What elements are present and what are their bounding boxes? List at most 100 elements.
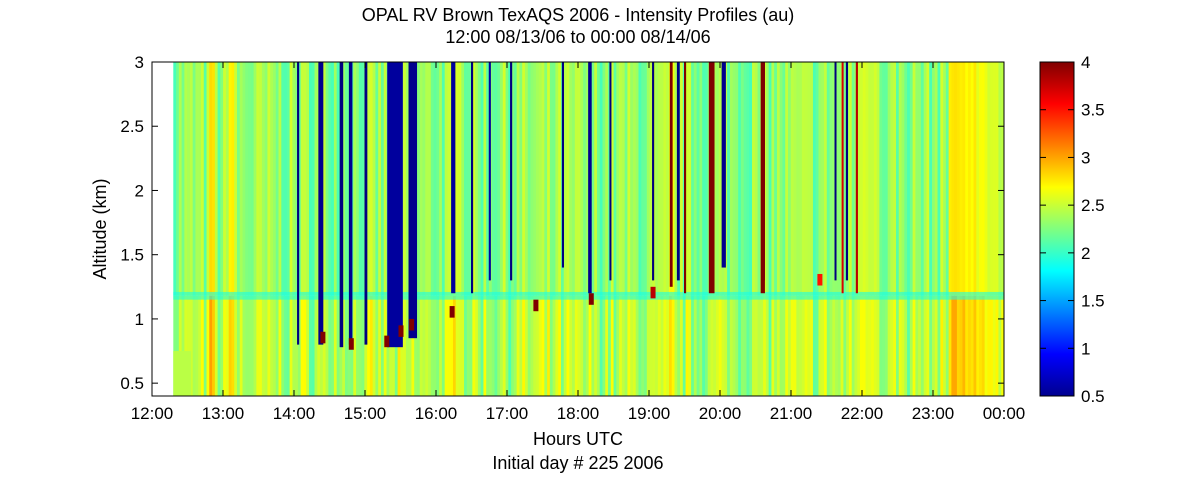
- heatmap-cell: [779, 62, 784, 296]
- heatmap-cell: [760, 295, 764, 396]
- heatmap-cell: [439, 62, 443, 296]
- heatmap-cell: [907, 295, 911, 396]
- heatmap-cell: [306, 295, 310, 396]
- heatmap-cell: [314, 295, 318, 396]
- heatmap-cell: [422, 62, 426, 296]
- heatmap-cell: [225, 62, 230, 296]
- heatmap-cell: [641, 295, 645, 396]
- heatmap-cell: [580, 295, 584, 396]
- heatmap-cell: [807, 295, 811, 396]
- heatmap-cell: [765, 295, 770, 396]
- heatmap-cell: [314, 62, 318, 296]
- heatmap-cell: [411, 295, 415, 396]
- heatmap-cell: [727, 62, 731, 296]
- heatmap-cell: [585, 62, 590, 296]
- heatmap-cell: [904, 62, 908, 296]
- heatmap-cell: [480, 62, 485, 296]
- heatmap-cell: [308, 62, 313, 296]
- heatmap-cell: [353, 62, 357, 296]
- heatmap-cell: [300, 295, 305, 396]
- heatmap-cell: [613, 295, 617, 396]
- colorbar: 0.5 1 1.5 2 2.5 3 3.5 4: [1039, 53, 1105, 406]
- heatmap-cell: [599, 295, 604, 396]
- heatmap-cell: [248, 62, 252, 296]
- heatmap-cell: [851, 295, 856, 396]
- heatmap-cell: [524, 295, 529, 396]
- heatmap-cell: [361, 62, 365, 296]
- heatmap-cell: [173, 62, 177, 296]
- heatmap-cell: [228, 62, 233, 296]
- heatmap-cell: [380, 295, 385, 396]
- heatmap-cell: [344, 62, 349, 296]
- cloud-column: [834, 62, 837, 281]
- heatmap-cell: [574, 295, 579, 396]
- heatmap-cell: [486, 62, 490, 296]
- heatmap-cell: [574, 62, 579, 296]
- heatmap-cell: [297, 62, 302, 296]
- cloud-column: [297, 62, 300, 345]
- colorbar-tick-label: 1.5: [1081, 292, 1105, 311]
- heatmap-cell: [660, 62, 665, 296]
- heatmap-cell: [680, 62, 684, 296]
- heatmap-cell: [513, 295, 518, 396]
- heatmap-cell: [530, 62, 534, 296]
- heatmap-cell: [868, 295, 872, 396]
- heatmap-cell: [356, 295, 360, 396]
- heatmap-cell: [693, 62, 698, 296]
- heatmap-cell: [231, 295, 235, 396]
- chart-title: OPAL RV Brown TexAQS 2006 - Intensity Pr…: [362, 5, 795, 25]
- heatmap-cell: [441, 295, 446, 396]
- cloud-base-spike: [449, 306, 455, 318]
- heatmap-cell: [793, 295, 797, 396]
- heatmap-cell: [884, 62, 889, 296]
- heatmap-cell: [829, 62, 833, 296]
- heatmap-cell: [325, 295, 329, 396]
- heatmap-cell: [810, 62, 814, 296]
- heatmap-cell: [486, 295, 490, 396]
- heatmap-cell: [829, 295, 833, 396]
- heatmap-cell: [206, 295, 210, 396]
- heatmap-cell: [868, 62, 872, 296]
- heatmap-cell: [704, 295, 709, 396]
- heatmap-cell: [583, 62, 587, 296]
- heatmap-cell: [882, 62, 886, 296]
- cloud-column: [609, 62, 612, 281]
- heatmap-cell: [837, 62, 842, 296]
- heatmap-cell: [882, 295, 886, 396]
- heatmap-cell: [890, 295, 894, 396]
- heatmap-cell: [259, 62, 263, 296]
- y-tick-label: 2: [135, 181, 144, 200]
- heatmap-cell: [369, 295, 374, 396]
- heatmap-cell: [826, 295, 831, 396]
- heatmap-cell: [192, 62, 197, 296]
- heatmap-cell: [865, 295, 869, 396]
- strong-return-column: [684, 62, 687, 294]
- heatmap-cell: [428, 62, 432, 296]
- heatmap-cell: [563, 62, 568, 296]
- heatmap-cell: [577, 295, 581, 396]
- heatmap-cell: [619, 62, 623, 296]
- heatmap-cell: [336, 295, 341, 396]
- x-axis: 12:00 13:00 14:00 15:00 16:00 17:00 18:00 19:00…: [131, 62, 1025, 423]
- heatmap-cell: [416, 295, 421, 396]
- heatmap-cell: [649, 62, 653, 296]
- heatmap-cell: [776, 62, 781, 296]
- heatmap-cell: [699, 62, 703, 296]
- cloud-base-spike: [384, 335, 390, 348]
- heatmap-cell: [173, 351, 192, 396]
- heatmap-cell: [405, 295, 410, 396]
- heatmap-cell: [718, 62, 723, 296]
- heatmap-cell: [223, 62, 227, 296]
- heatmap-cell: [583, 295, 587, 396]
- heatmap-cell: [231, 62, 235, 296]
- heatmap-cell: [970, 295, 975, 396]
- heatmap-cell: [480, 295, 485, 396]
- heatmap-cell: [954, 62, 958, 296]
- heatmap-cell: [873, 62, 878, 296]
- heatmap-cell: [948, 62, 952, 296]
- y-tick-label: 2.5: [120, 117, 144, 136]
- heatmap-cell: [538, 295, 543, 396]
- colorbar-ticks: 0.5 1 1.5 2 2.5 3 3.5 4: [1040, 53, 1105, 406]
- heatmap-cell: [746, 295, 750, 396]
- heatmap-cell: [857, 62, 861, 296]
